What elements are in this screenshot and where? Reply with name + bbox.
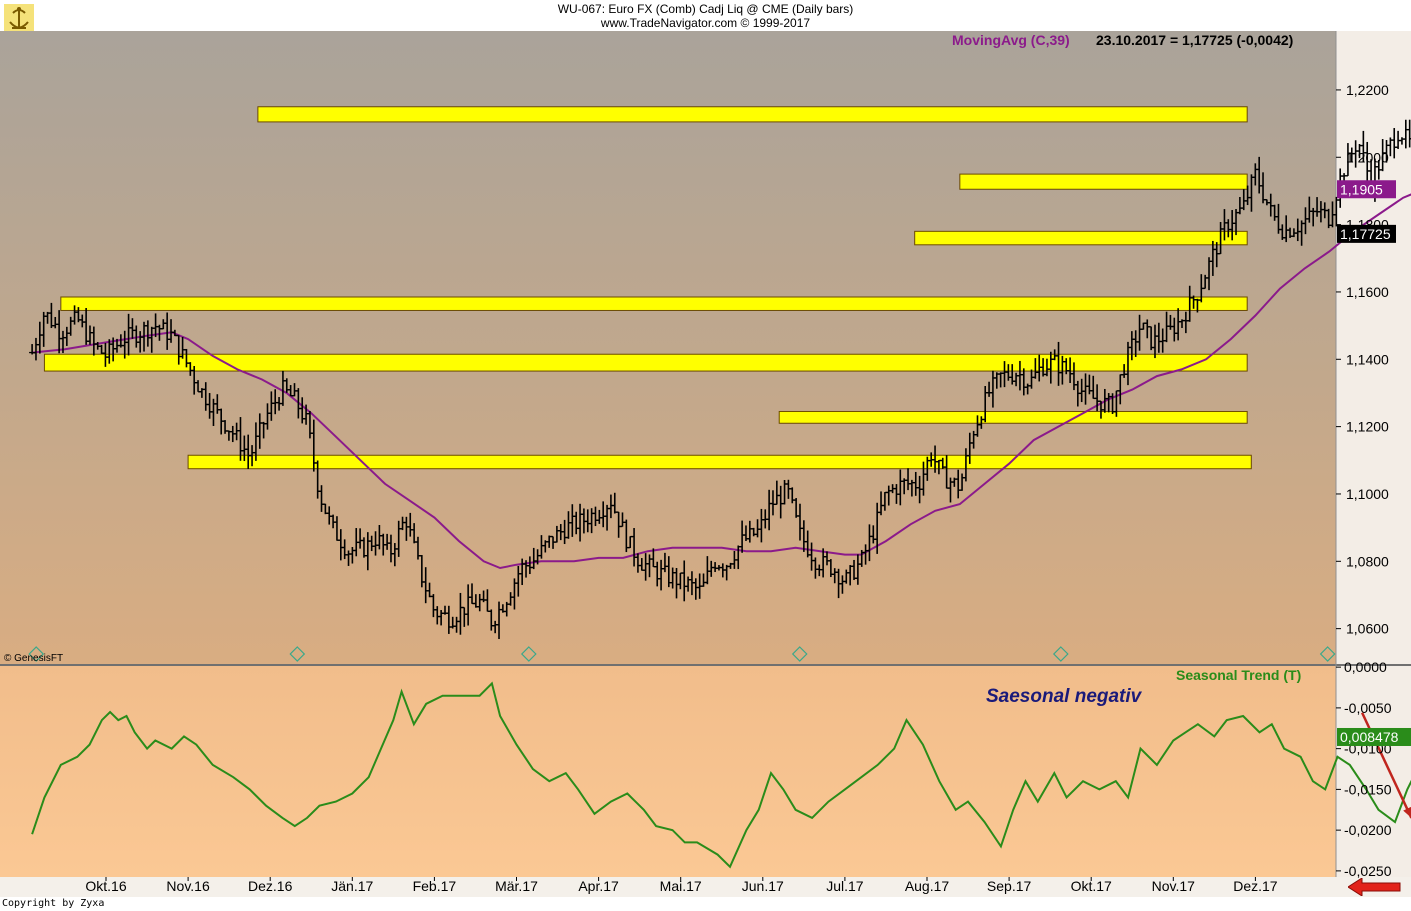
support-resistance-zone [778,410,1248,424]
indicator-axis-label: -0,0150 [1344,781,1392,797]
support-resistance-zone [60,296,1248,311]
indicator-value-label: 0,008478 [1340,729,1399,745]
ohlc-bars [29,119,1411,640]
price-tag [1337,224,1396,243]
support-resistance-zone [43,353,1248,372]
support-resistance-zone [959,173,1248,190]
report-marker-icon [791,646,808,662]
moving-average-legend: MovingAvg (C,39) [952,32,1070,48]
report-marker-icon [289,646,306,662]
indicator-axis-label: -0,0050 [1344,700,1392,716]
indicator-value-tag [1337,727,1411,746]
indicator-axis: 0,0000-0,0050-0,0100-0,0150-0,0200-0,025… [1336,659,1411,879]
price-axis-label: 1,1400 [1346,351,1389,367]
date-axis-label: Okt.16 [85,878,126,894]
price-axis-label: 1,0600 [1346,621,1389,637]
indicator-axis-label: 0,0000 [1344,659,1387,675]
trend-arrowhead-icon [1403,806,1411,818]
date-axis-label: Jun.17 [742,878,784,894]
date-axis-label: Nov.17 [1152,878,1196,894]
price-axis: 1,22001,20001,18001,16001,14001,12001,10… [1336,82,1396,637]
seasonal-trend-legend: Seasonal Trend (T) [1176,667,1301,683]
genesis-watermark: © GenesisFT [4,653,63,664]
chart-source: www.TradeNavigator.com © 1999-2017 [600,16,811,30]
report-marker-icon [1052,646,1069,662]
price-tag-label: 1,1905 [1340,181,1383,197]
price-axis-label: 1,0800 [1346,553,1389,569]
copyright-note: Copyright by Zyxa [2,898,105,909]
chart-title: WU-067: Euro FX (Comb) Cadj Liq @ CME (D… [557,2,854,16]
seasonal-annotation: Saesonal negativ [986,686,1143,707]
moving-average-legend-value: 23.10.2017 = 1,17725 (-0,0042) [1096,32,1293,48]
price-axis-label: 1,1600 [1346,284,1389,300]
report-marker-icon [1319,646,1336,662]
trade-navigator-logo-icon [4,4,34,34]
date-axis-label: Apr.17 [578,878,619,894]
date-axis-label: Jul.17 [826,878,864,894]
date-axis-label: Jän.17 [331,878,373,894]
price-axis-label: 1,1000 [1346,486,1389,502]
date-axis-label: Sep.17 [987,878,1032,894]
date-axis: Okt.16 Nov.16 Dez.16 Jän.17 Feb.17 Mär.17 Apr.… [85,877,1278,894]
report-marker-icon [28,646,45,662]
date-axis-label: Dez.17 [1233,878,1278,894]
date-axis-label: Nov.16 [166,878,210,894]
date-axis-label: Aug.17 [905,878,950,894]
red-arrow-icon [1348,878,1401,896]
support-resistance-zones [43,106,1252,470]
support-resistance-zone [257,106,1248,123]
price-axis-label: 1,2200 [1346,82,1389,98]
date-axis-label: Mai.17 [660,878,702,894]
date-axis-label: Okt.17 [1071,878,1112,894]
report-markers [28,646,1336,662]
support-resistance-zone [914,230,1248,246]
price-tag [1337,180,1396,199]
date-axis-panel [0,877,1411,897]
price-axis-label: 1,1200 [1346,419,1389,435]
report-marker-icon [520,646,537,662]
price-tag-label: 1,17725 [1340,226,1391,242]
price-axis-label: 1,2000 [1346,149,1389,165]
indicator-axis-panel [1336,666,1411,877]
seasonal-trend-line [31,681,1411,869]
date-axis-label: Feb.17 [413,878,457,894]
indicator-axis-label: -0,0200 [1344,822,1392,838]
support-resistance-zone [187,454,1252,470]
date-axis-label: Dez.16 [248,878,293,894]
date-axis-label: Mär.17 [495,878,538,894]
indicator-axis-label: -0,0250 [1344,863,1392,879]
